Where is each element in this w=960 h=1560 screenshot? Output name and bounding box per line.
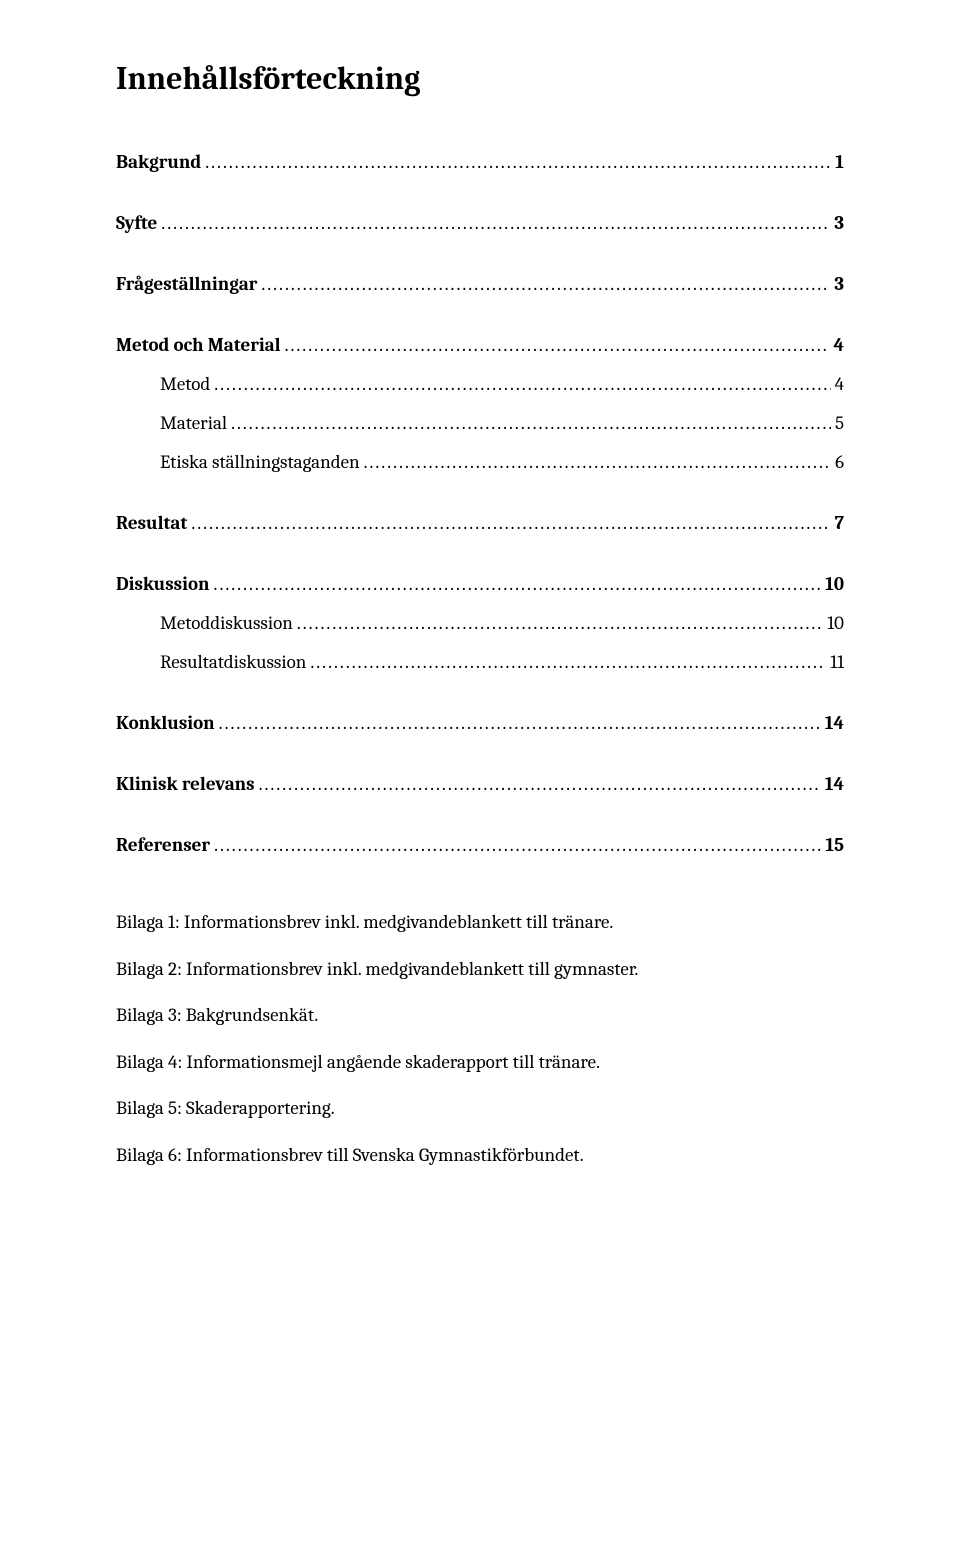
toc-row: Resultatdiskussion......................… — [116, 653, 844, 672]
toc-row: Bakgrund................................… — [116, 153, 844, 172]
toc-label: Material — [116, 414, 227, 433]
toc-label: Syfte — [116, 214, 157, 233]
toc-row: Frågeställningar........................… — [116, 275, 844, 294]
toc-label: Klinisk relevans — [116, 775, 255, 794]
toc-label: Bakgrund — [116, 153, 201, 172]
toc-label: Diskussion — [116, 575, 210, 594]
toc-leader: ........................................… — [261, 275, 830, 294]
toc-label: Referenser — [116, 836, 210, 855]
toc-page: 4 — [833, 336, 844, 355]
toc-page: 14 — [825, 714, 844, 733]
toc-page: 4 — [835, 375, 844, 394]
toc-label: Metoddiskussion — [116, 614, 293, 633]
toc-row: Metod...................................… — [116, 375, 844, 394]
toc-leader: ........................................… — [205, 153, 831, 172]
toc-row: Resultat................................… — [116, 514, 844, 533]
toc-row: Referenser..............................… — [116, 836, 844, 855]
toc-leader: ........................................… — [310, 653, 826, 672]
appendix-line: Bilaga 2: Informationsbrev inkl. medgiva… — [116, 956, 844, 983]
toc-list: Bakgrund................................… — [116, 153, 844, 855]
toc-page: 10 — [827, 614, 844, 633]
toc-page: 7 — [835, 514, 844, 533]
toc-label: Konklusion — [116, 714, 215, 733]
toc-leader: ........................................… — [219, 714, 821, 733]
toc-row: Konklusion..............................… — [116, 714, 844, 733]
appendix-line: Bilaga 4: Informationsmejl angående skad… — [116, 1049, 844, 1076]
toc-page: 11 — [830, 653, 844, 672]
page-title: Innehållsförteckning — [116, 60, 844, 97]
toc-page: 3 — [834, 214, 844, 233]
toc-row: Etiska ställningstaganden...............… — [116, 453, 844, 472]
toc-leader: ........................................… — [191, 514, 830, 533]
toc-label: Metod och Material — [116, 336, 281, 355]
toc-leader: ........................................… — [161, 214, 830, 233]
toc-leader: ........................................… — [231, 414, 831, 433]
toc-label: Frågeställningar — [116, 275, 257, 294]
toc-page: 14 — [825, 775, 844, 794]
toc-page: 1 — [835, 153, 844, 172]
toc-row: Metod och Material......................… — [116, 336, 844, 355]
toc-leader: ........................................… — [214, 575, 822, 594]
toc-page: 15 — [825, 836, 844, 855]
appendix-line: Bilaga 5: Skaderapportering. — [116, 1095, 844, 1122]
toc-label: Etiska ställningstaganden — [116, 453, 360, 472]
page-container: Innehållsförteckning Bakgrund...........… — [0, 0, 960, 1169]
toc-leader: ........................................… — [259, 775, 821, 794]
toc-page: 3 — [834, 275, 844, 294]
toc-page: 6 — [835, 453, 844, 472]
toc-row: Diskussion..............................… — [116, 575, 844, 594]
toc-row: Klinisk relevans........................… — [116, 775, 844, 794]
toc-page: 5 — [835, 414, 844, 433]
appendix-line: Bilaga 1: Informationsbrev inkl. medgiva… — [116, 909, 844, 936]
toc-row: Syfte...................................… — [116, 214, 844, 233]
toc-label: Resultatdiskussion — [116, 653, 306, 672]
toc-leader: ........................................… — [297, 614, 823, 633]
appendix-line: Bilaga 3: Bakgrundsenkät. — [116, 1002, 844, 1029]
appendix-line: Bilaga 6: Informationsbrev till Svenska … — [116, 1142, 844, 1169]
toc-label: Metod — [116, 375, 210, 394]
toc-label: Resultat — [116, 514, 187, 533]
toc-leader: ........................................… — [214, 836, 821, 855]
toc-leader: ........................................… — [285, 336, 830, 355]
toc-leader: ........................................… — [214, 375, 830, 394]
appendix-block: Bilaga 1: Informationsbrev inkl. medgiva… — [116, 909, 844, 1169]
toc-leader: ........................................… — [364, 453, 832, 472]
toc-row: Material................................… — [116, 414, 844, 433]
toc-page: 10 — [825, 575, 844, 594]
toc-row: Metoddiskussion.........................… — [116, 614, 844, 633]
